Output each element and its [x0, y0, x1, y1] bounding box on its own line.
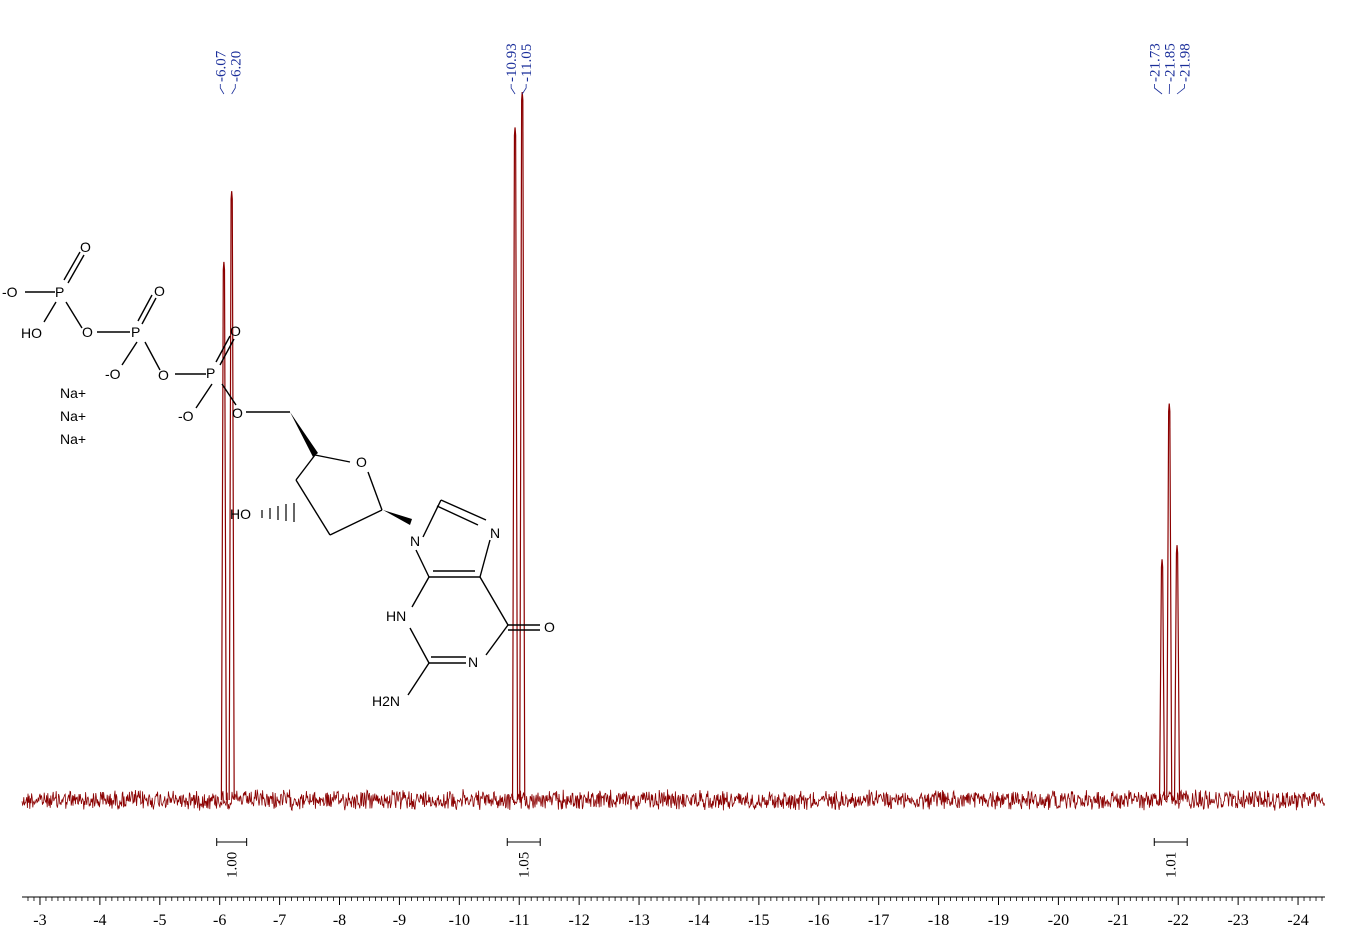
spectrum-peak [1166, 403, 1173, 801]
peak-shift-label: -6.20 [228, 51, 244, 82]
x-tick-label: -7 [273, 912, 286, 929]
x-tick-label: -20 [1048, 912, 1069, 929]
x-tick-label: -18 [928, 912, 949, 929]
integral-value: 1.01 [1164, 852, 1180, 878]
atom-o-5prime: O [232, 405, 243, 421]
wedge-bond-5prime [290, 412, 318, 457]
ion-sodium-3: Na+ [60, 431, 86, 447]
x-tick-label: -22 [1168, 912, 1189, 929]
x-tick-label: -9 [393, 912, 406, 929]
atom-o-ring: O [356, 454, 367, 470]
spectrum-layer [21, 91, 1325, 812]
atom-p1: P [55, 284, 64, 300]
x-axis: -3 -4 -5 -6 -7 -8 -9 -10 -11 -12 -13 -14 -15 -16 -17 -1… [22, 896, 1325, 929]
x-tick-label: -17 [868, 912, 889, 929]
x-tick-label: -4 [93, 912, 106, 929]
peak-shift-label: -6.07 [213, 50, 229, 82]
peak-label-connector [510, 84, 516, 95]
peak-shift-label: -11.05 [519, 44, 535, 82]
molecule-structure [25, 251, 540, 696]
x-tick-label: -16 [808, 912, 829, 929]
atom-hn: HN [386, 608, 406, 624]
atom-o-carbonyl: O [544, 619, 555, 635]
atom-h2n: H2N [372, 693, 400, 709]
atom-p2: P [131, 324, 140, 340]
x-tick-label: -13 [628, 912, 649, 929]
peak-label-connector [1176, 84, 1185, 95]
x-tick-label: -8 [333, 912, 346, 929]
peak-label-connector [1154, 84, 1163, 95]
atom-o-minus-2: -O [105, 366, 121, 382]
atom-o-top3: O [230, 323, 241, 339]
atom-o-top2: O [154, 283, 165, 299]
ion-sodium-1: Na+ [60, 385, 86, 401]
atom-o-bridge2: O [158, 367, 169, 383]
peak-labels-layer: -6.07 -6.20 -10.93 -11.05 -21.73 -21.85 -21.98 [213, 43, 1193, 95]
integral-group: 1.00 1.05 1.01 [216, 838, 1188, 878]
spectrum-peak [220, 261, 227, 801]
atom-n7: N [490, 525, 500, 541]
atom-o-bridge1: O [82, 324, 93, 340]
x-tick-label: -5 [153, 912, 166, 929]
molecule-atom-labels: -O P O HO O P O -O O P O -O O O HO N N H… [2, 239, 555, 709]
spectrum-peak [511, 127, 519, 801]
atom-o-minus-1: -O [2, 284, 18, 300]
x-tick-label: -6 [213, 912, 226, 929]
peak-label-connector [521, 84, 527, 95]
x-tick-label: -19 [988, 912, 1009, 929]
atom-n9: N [410, 533, 420, 549]
x-tick-label: -15 [748, 912, 769, 929]
integral-value: 1.05 [517, 852, 533, 878]
x-tick-label: -24 [1287, 912, 1308, 929]
integral-bracket [506, 838, 541, 846]
peak-shift-label: -21.98 [1177, 43, 1193, 82]
atom-n3: N [468, 654, 478, 670]
integral-bracket [1153, 838, 1188, 846]
spectrum-peak [519, 91, 526, 801]
atom-o-minus-3: -O [178, 408, 194, 424]
peak-shift-label: -21.73 [1147, 43, 1163, 82]
spectrum-peak [1158, 559, 1166, 801]
x-tick-label: -11 [509, 912, 530, 929]
atom-p3: P [206, 365, 215, 381]
peak-shift-label: -10.93 [504, 43, 520, 82]
x-tick-label: -3 [33, 912, 46, 929]
spectrum-baseline [21, 789, 1325, 812]
peak-label-connector [231, 84, 236, 95]
x-tick-label: -23 [1227, 912, 1248, 929]
atom-o-top1: O [80, 239, 91, 255]
atom-ho-3prime: HO [230, 506, 251, 522]
x-tick-label: -10 [449, 912, 470, 929]
x-tick-label: -21 [1108, 912, 1129, 929]
x-tick-label: -14 [688, 912, 709, 929]
ion-sodium-2: Na+ [60, 408, 86, 424]
peak-shift-label: -21.85 [1162, 43, 1178, 82]
wedge-bond-n9 [383, 510, 412, 525]
hash-bond-3prime-oh [261, 503, 295, 522]
peak-label-connector [219, 84, 225, 95]
integral-bracket [216, 838, 248, 846]
spectrum-peak [228, 191, 235, 801]
integral-value: 1.00 [225, 852, 241, 878]
spectrum-peak [1173, 545, 1181, 801]
atom-ho: HO [21, 325, 42, 341]
x-tick-label: -12 [568, 912, 589, 929]
